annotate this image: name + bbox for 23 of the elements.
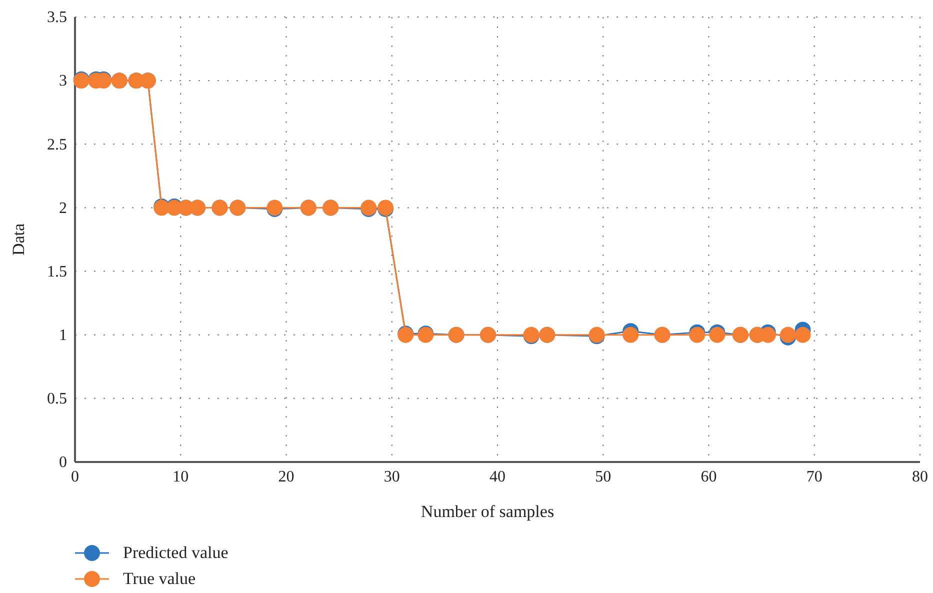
point (622, 326, 639, 343)
y-tick-label: 2.5 (47, 136, 67, 154)
legend-label: Predicted value (123, 543, 228, 562)
x-tick-label: 30 (384, 468, 400, 486)
y-tick-label: 3 (59, 72, 67, 90)
y-axis-title: Data (9, 223, 28, 256)
x-tick-label: 80 (912, 468, 928, 486)
y-tick-label: 0.5 (47, 390, 67, 408)
y-tick-label: 1.5 (47, 263, 67, 280)
x-tick-label: 70 (806, 468, 822, 486)
y-tick-label: 0 (59, 454, 67, 472)
point (794, 326, 811, 343)
y-tick-label: 3.5 (47, 9, 67, 26)
y-tick-label: 2 (59, 200, 67, 217)
x-tick-label: 50 (595, 468, 612, 486)
x-tick-label: 0 (71, 468, 79, 486)
x-tick-label: 10 (172, 468, 189, 486)
x-tick-label: 40 (490, 468, 506, 486)
x-tick-label: 60 (700, 468, 717, 486)
y-tick-label: 1 (59, 326, 67, 344)
x-axis-title: Number of samples (420, 502, 554, 521)
x-tick-label: 20 (278, 468, 294, 486)
legend-label: True value (123, 569, 196, 588)
